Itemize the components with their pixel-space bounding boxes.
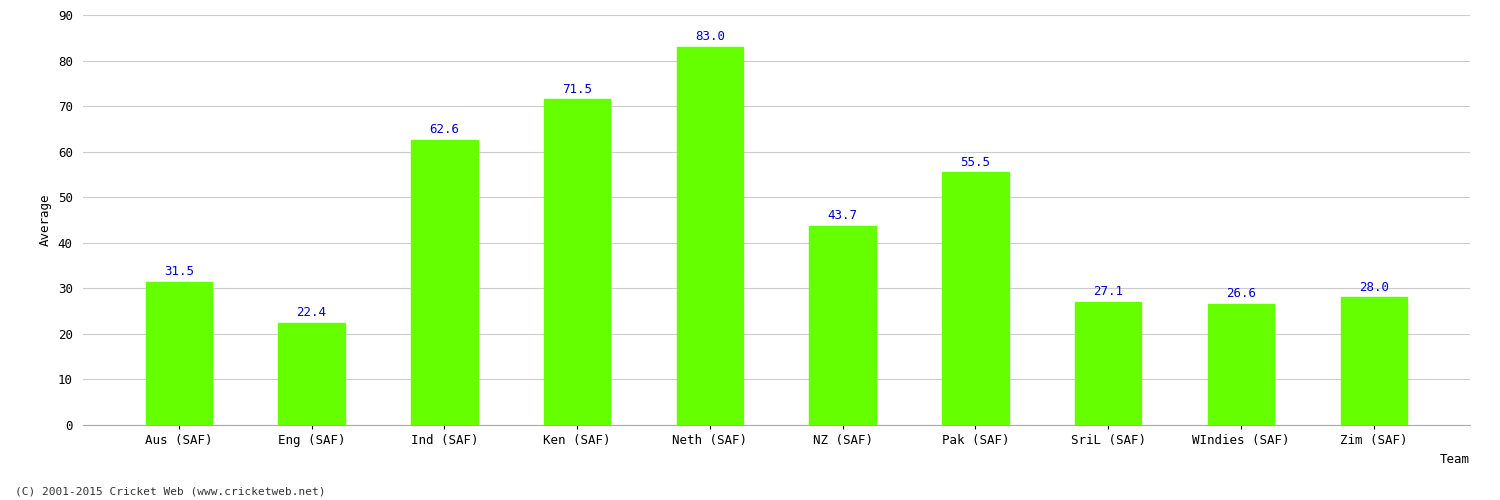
Bar	[1341, 298, 1407, 425]
Text: 71.5: 71.5	[562, 82, 592, 96]
Text: 26.6: 26.6	[1226, 287, 1256, 300]
Bar	[544, 100, 610, 425]
Bar	[146, 282, 211, 425]
Text: 28.0: 28.0	[1359, 281, 1389, 294]
Bar	[411, 140, 477, 425]
Text: 31.5: 31.5	[164, 265, 194, 278]
Bar	[942, 172, 1008, 425]
Bar	[1076, 302, 1142, 425]
Bar	[810, 226, 876, 425]
Text: 43.7: 43.7	[828, 210, 858, 222]
Text: 22.4: 22.4	[297, 306, 327, 320]
Text: 55.5: 55.5	[960, 156, 990, 168]
Text: 83.0: 83.0	[694, 30, 724, 43]
Bar	[676, 47, 742, 425]
Text: (C) 2001-2015 Cricket Web (www.cricketweb.net): (C) 2001-2015 Cricket Web (www.cricketwe…	[15, 487, 326, 497]
Text: 27.1: 27.1	[1094, 285, 1124, 298]
X-axis label: Team: Team	[1440, 452, 1470, 466]
Bar	[279, 323, 345, 425]
Y-axis label: Average: Average	[39, 194, 53, 246]
Bar	[1208, 304, 1274, 425]
Text: 62.6: 62.6	[429, 123, 459, 136]
